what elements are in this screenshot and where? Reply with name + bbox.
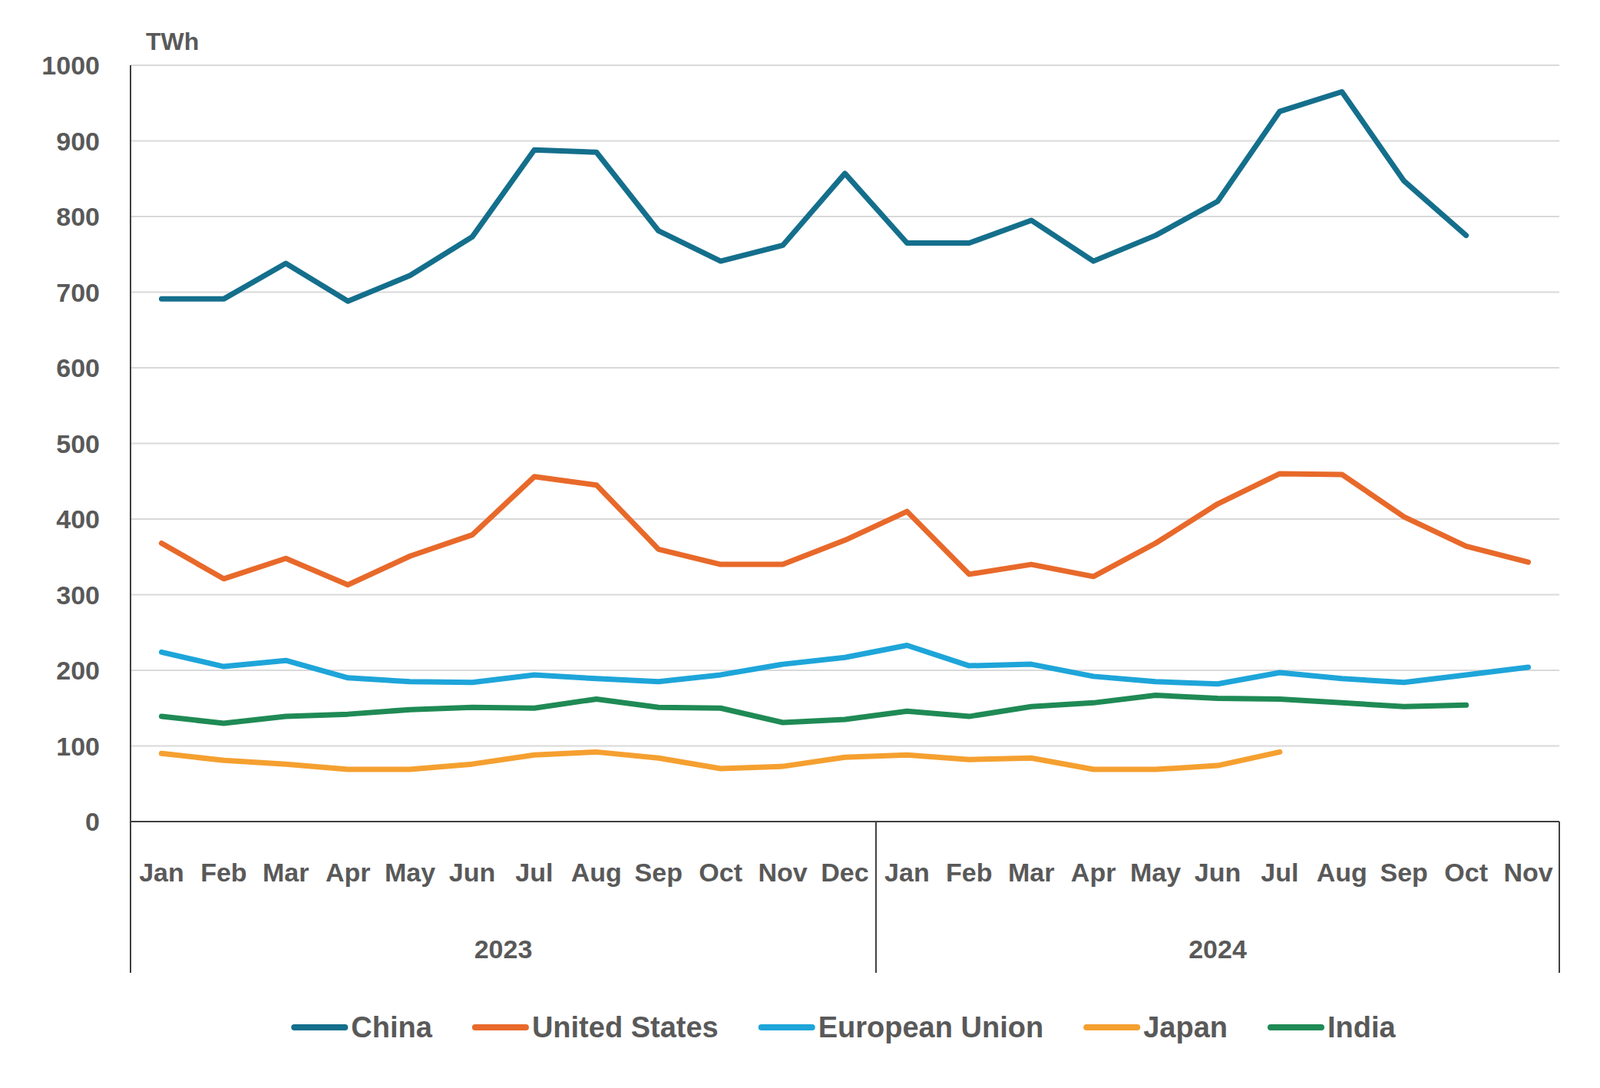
- legend: China United States European Union Japan Ind…: [294, 1011, 1396, 1044]
- group-label: 2024: [1188, 934, 1247, 964]
- x-tick-label: Feb: [945, 857, 992, 887]
- y-tick-label: 800: [56, 201, 100, 232]
- group-separator: [875, 821, 877, 973]
- legend-label: Japan: [1143, 1011, 1228, 1044]
- x-axis: [130, 820, 1560, 823]
- x-tick-label: Aug: [1316, 857, 1368, 887]
- legend-swatch: [294, 1024, 345, 1031]
- x-tick-label: Jun: [449, 857, 496, 887]
- series-line: [161, 91, 1466, 301]
- legend-swatch: [1086, 1024, 1138, 1031]
- grid-line: [130, 594, 1560, 596]
- series-line: [161, 644, 1528, 684]
- y-tick-label: 300: [56, 580, 100, 610]
- x-tick-label: Apr: [325, 857, 371, 887]
- x-tick-label: Jun: [1194, 857, 1241, 887]
- legend-label: India: [1327, 1011, 1397, 1044]
- grid-line: [130, 669, 1560, 672]
- grid-line: [130, 366, 1560, 369]
- x-tick-label: Jan: [138, 857, 185, 887]
- x-tick-label: Aug: [571, 857, 622, 887]
- legend-swatch: [475, 1024, 526, 1031]
- legend-label: European Union: [818, 1011, 1044, 1044]
- x-tick-label: Dec: [820, 857, 869, 887]
- y-tick-label: 900: [56, 126, 100, 156]
- legend-swatch: [761, 1024, 813, 1031]
- y-tick-label: 400: [56, 504, 100, 534]
- y-axis: [129, 65, 132, 822]
- legend-label: China: [350, 1011, 433, 1044]
- y-tick-label: 1000: [41, 50, 100, 80]
- x-tick-label: Jan: [884, 857, 930, 887]
- series-line: [161, 695, 1466, 724]
- group-separator: [129, 821, 132, 973]
- chart: 0 100 200 300 400 500 600 700 800 900 1000 TWh Jan Fe…: [0, 0, 1600, 1088]
- grid-line: [130, 442, 1560, 445]
- grid-line: [130, 745, 1560, 748]
- x-tick-label: May: [1130, 857, 1181, 887]
- y-tick-label: 0: [85, 806, 100, 837]
- grid-line: [130, 140, 1560, 143]
- x-tick-label: Nov: [757, 857, 807, 887]
- x-tick-label: Mar: [1008, 857, 1055, 887]
- y-axis-label: TWh: [145, 27, 199, 56]
- x-tick-label: Feb: [200, 857, 247, 887]
- grid-line: [130, 518, 1560, 520]
- lines: [161, 91, 1528, 770]
- group-label: 2023: [474, 934, 533, 964]
- grid-line: [130, 215, 1560, 218]
- y-tick-label: 500: [56, 429, 100, 459]
- x-tick-label: Jul: [515, 857, 553, 887]
- x-tick-label: Sep: [634, 857, 683, 887]
- x-tick-label: Oct: [1444, 857, 1488, 887]
- y-tick-label: 200: [56, 655, 100, 685]
- grid-line: [130, 64, 1560, 67]
- y-tick-label: 600: [56, 353, 100, 383]
- x-tick-label: Sep: [1380, 857, 1429, 887]
- series-line: [161, 473, 1528, 586]
- x-tick-label: Mar: [262, 857, 309, 887]
- legend-swatch: [1270, 1024, 1322, 1031]
- x-tick-label: Jul: [1260, 857, 1299, 887]
- x-tick-label: May: [384, 857, 436, 887]
- y-tick-label: 700: [56, 277, 100, 308]
- legend-label: United States: [532, 1011, 719, 1044]
- series-line: [161, 751, 1280, 770]
- grid-line: [130, 291, 1560, 294]
- x-tick-label: Apr: [1071, 857, 1117, 887]
- x-tick-label: Nov: [1503, 857, 1553, 887]
- y-tick-label: 100: [56, 731, 100, 761]
- x-tick-label: Oct: [698, 857, 743, 887]
- group-separator: [1558, 821, 1561, 973]
